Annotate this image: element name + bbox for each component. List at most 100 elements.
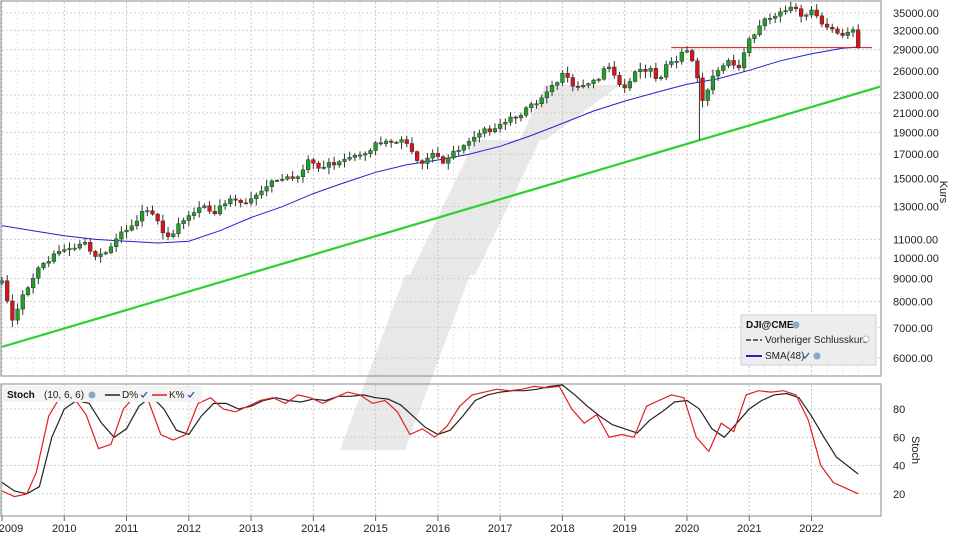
candle xyxy=(321,160,326,170)
price-tick-label: 8000.00 xyxy=(893,297,933,309)
candle xyxy=(430,149,435,163)
legend-sma-check-icon[interactable] xyxy=(802,352,810,359)
candle-body xyxy=(31,278,36,289)
candle-body xyxy=(15,308,20,321)
candle-body xyxy=(767,18,773,20)
candle-body xyxy=(316,162,321,169)
stoch-settings-icon[interactable] xyxy=(88,391,96,399)
candle xyxy=(684,45,690,54)
candle-body xyxy=(72,247,77,250)
candle xyxy=(503,118,508,131)
candle xyxy=(56,244,62,257)
candle xyxy=(809,6,814,18)
candle xyxy=(690,48,695,63)
candle-body xyxy=(399,139,404,143)
candle-body xyxy=(352,154,357,158)
candle xyxy=(477,129,482,143)
candle-body xyxy=(321,166,326,169)
candle-body xyxy=(389,140,394,143)
candle-body xyxy=(363,153,368,156)
candle-body xyxy=(669,61,674,65)
candle xyxy=(368,148,373,158)
legend-previous-close-visibility-icon[interactable] xyxy=(862,335,870,343)
candle-body xyxy=(715,70,721,77)
candle xyxy=(544,86,549,104)
candle xyxy=(440,155,446,165)
candle xyxy=(165,227,171,241)
candle-body xyxy=(840,32,845,36)
candle-body xyxy=(430,153,435,159)
candle xyxy=(103,250,108,256)
candle-body xyxy=(664,64,669,78)
candle xyxy=(586,82,591,89)
price-tick-label: 32000.00 xyxy=(893,25,939,37)
candle-body xyxy=(290,176,295,179)
candle xyxy=(466,137,472,150)
candle-body xyxy=(762,18,767,27)
candle-body xyxy=(684,50,690,53)
candle xyxy=(788,1,793,14)
time-axis-label: 2013 xyxy=(239,523,263,535)
candle xyxy=(581,79,586,89)
candle-body xyxy=(264,186,269,192)
legend-title-settings-icon[interactable] xyxy=(792,321,800,329)
price-tick-label: 26000.00 xyxy=(893,66,939,78)
candle-body xyxy=(181,220,186,224)
candle xyxy=(508,112,513,126)
candle-body xyxy=(581,85,586,88)
candle-body xyxy=(67,248,72,250)
candle xyxy=(570,73,575,92)
candle-body xyxy=(721,65,726,71)
legend-sma-settings-icon[interactable] xyxy=(813,352,821,360)
time-axis-label: 2011 xyxy=(115,523,139,535)
candle-body xyxy=(513,116,518,119)
candle-body xyxy=(103,252,108,255)
candle-body xyxy=(472,136,477,142)
candle-body xyxy=(56,250,62,255)
candle-body xyxy=(295,176,300,179)
legend-box xyxy=(740,314,877,366)
candle-body xyxy=(77,243,82,249)
candle-body xyxy=(819,15,824,25)
candle-body xyxy=(788,6,793,11)
candle-body xyxy=(150,210,155,215)
candle xyxy=(176,217,181,238)
candle-body xyxy=(409,143,415,152)
stoch-d-check-icon[interactable] xyxy=(140,391,148,398)
price-tick-label: 15000.00 xyxy=(893,174,939,186)
candle xyxy=(394,140,399,145)
price-tick-label: 19000.00 xyxy=(893,127,939,139)
candle-body xyxy=(425,157,430,164)
candle-body xyxy=(466,140,472,146)
candle xyxy=(752,33,757,44)
sma-line xyxy=(1,46,859,244)
candle-body xyxy=(46,261,51,264)
candle-body xyxy=(638,69,643,72)
candle-body xyxy=(269,180,274,187)
candle xyxy=(0,277,5,286)
stoch-k-check-icon[interactable] xyxy=(187,391,195,398)
candle-body xyxy=(690,50,695,62)
candle-body xyxy=(82,242,88,245)
candle xyxy=(41,261,46,270)
candle xyxy=(20,290,25,315)
price-panel: 6000.00 7000.00 8000.00 9000.00 10000.00 1100… xyxy=(0,0,949,377)
candle xyxy=(840,28,845,39)
candle-body xyxy=(586,83,591,86)
candle-body xyxy=(617,75,622,85)
candle xyxy=(316,160,321,172)
candle-body xyxy=(259,190,264,196)
candle-body xyxy=(741,52,747,69)
candle xyxy=(700,72,705,108)
candle-body xyxy=(643,69,648,72)
candle xyxy=(363,151,368,161)
candle xyxy=(15,303,20,325)
candle-body xyxy=(51,253,57,262)
candle xyxy=(721,63,726,74)
candle xyxy=(799,4,804,23)
candle xyxy=(306,155,311,174)
candle-body xyxy=(461,145,466,151)
candle-body xyxy=(591,79,596,84)
candle xyxy=(425,152,430,170)
candle-body xyxy=(477,133,482,138)
